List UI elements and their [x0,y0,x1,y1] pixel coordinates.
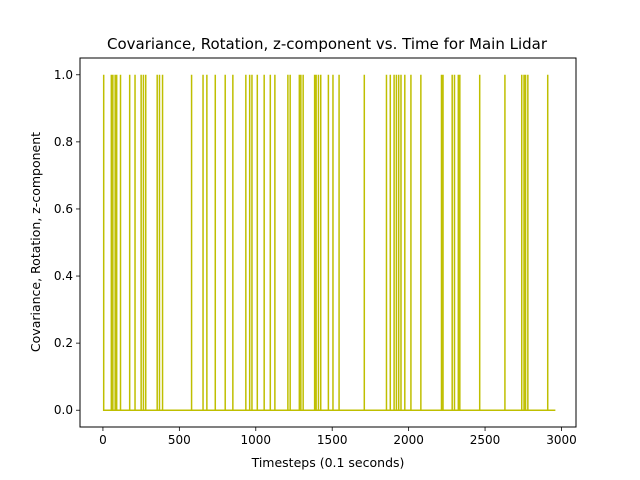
y-tick-label: 1.0 [54,68,73,82]
y-tick-label: 0.2 [54,336,73,350]
x-axis-label: Timesteps (0.1 seconds) [251,455,405,470]
x-tick-label: 2000 [393,433,424,447]
y-tick-label: 0.4 [54,269,73,283]
y-tick-label: 0.6 [54,202,73,216]
x-tick-label: 2500 [470,433,501,447]
x-tick-label: 1500 [317,433,348,447]
plot-area [102,74,556,411]
y-tick-label: 0.8 [54,135,73,149]
x-tick-label: 0 [99,433,107,447]
series-line-0 [102,74,556,411]
chart-title: Covariance, Rotation, z-component vs. Ti… [107,35,548,53]
x-tick-label: 1000 [241,433,272,447]
x-axis: 0 500 1000 1500 2000 2500 3000 [99,427,577,447]
x-tick-label: 3000 [546,433,577,447]
x-tick-label: 500 [168,433,191,447]
y-axis-label: Covariance, Rotation, z-component [28,132,43,352]
y-axis: 0.0 0.2 0.4 0.6 0.8 1.0 [54,68,80,417]
axes-frame [79,57,577,428]
y-tick-label: 0.0 [54,403,73,417]
